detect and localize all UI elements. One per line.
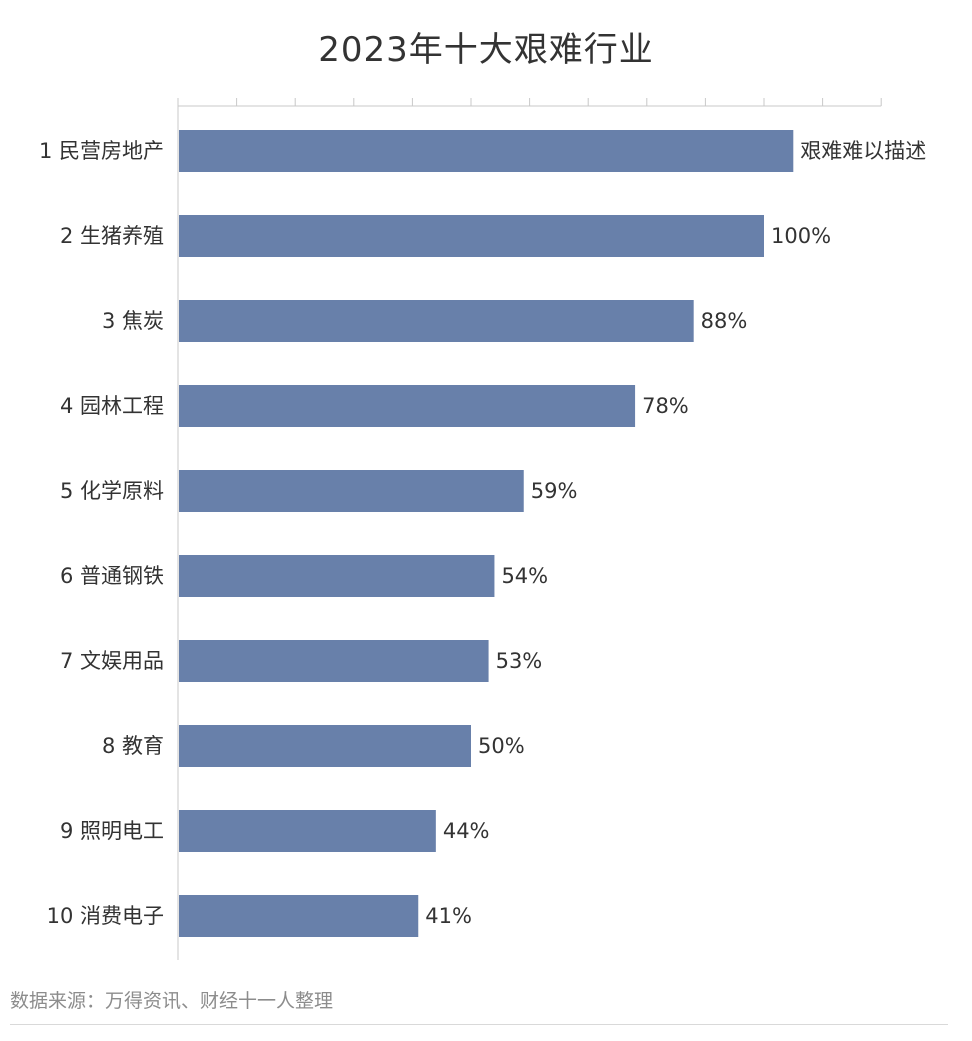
- category-label: 4 园林工程: [60, 394, 164, 418]
- labels-layer: 1 民营房地产 艰难难以描述 2 生猪养殖 100% 3 焦炭 88% 4 园林工程 78% 5…: [39, 139, 926, 928]
- footer-divider: [10, 1024, 948, 1025]
- data-label: 50%: [478, 734, 525, 758]
- bar: [179, 300, 694, 342]
- category-label: 10 消费电子: [47, 904, 164, 928]
- bar: [179, 130, 794, 172]
- category-label: 1 民营房地产: [39, 139, 164, 163]
- bar: [179, 385, 636, 427]
- data-label: 59%: [531, 479, 578, 503]
- chart-title: 2023年十大艰难行业: [318, 30, 654, 70]
- category-label: 3 焦炭: [102, 309, 164, 333]
- data-label: 53%: [496, 649, 543, 673]
- data-label: 100%: [771, 224, 831, 248]
- bar: [179, 215, 764, 257]
- axis-layer: [177, 98, 882, 960]
- data-label: 艰难难以描述: [800, 139, 926, 163]
- category-label: 5 化学原料: [60, 479, 164, 503]
- data-label: 54%: [501, 564, 548, 588]
- bar: [179, 895, 419, 937]
- bar: [179, 725, 471, 767]
- bars-layer: [179, 130, 794, 937]
- category-label: 9 照明电工: [60, 819, 164, 843]
- data-label: 88%: [701, 309, 748, 333]
- data-label: 78%: [642, 394, 689, 418]
- bar: [179, 470, 524, 512]
- bar: [179, 555, 495, 597]
- category-label: 7 文娱用品: [60, 649, 164, 673]
- category-label: 8 教育: [102, 734, 164, 758]
- data-label: 41%: [425, 904, 472, 928]
- category-label: 2 生猪养殖: [60, 224, 164, 248]
- category-label: 6 普通钢铁: [60, 564, 164, 588]
- bar: [179, 640, 489, 682]
- data-label: 44%: [443, 819, 490, 843]
- source-note: 数据来源：万得资讯、财经十一人整理: [10, 990, 334, 1012]
- bar: [179, 810, 436, 852]
